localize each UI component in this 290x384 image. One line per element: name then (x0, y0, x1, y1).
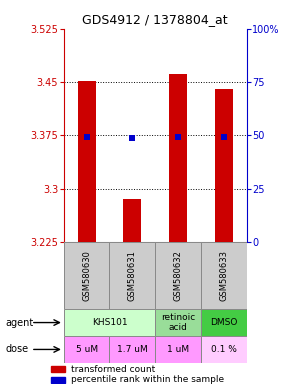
Text: GSM580633: GSM580633 (219, 250, 228, 301)
Bar (155, 242, 201, 309)
Bar (51, 366, 65, 372)
Bar (64, 336, 110, 363)
Bar (155, 309, 201, 336)
Bar (77, 81, 96, 242)
Bar (169, 74, 187, 242)
Bar (201, 242, 246, 309)
Bar (201, 336, 246, 363)
Text: 1.7 uM: 1.7 uM (117, 345, 148, 354)
Bar (51, 377, 65, 383)
Text: DMSO: DMSO (210, 318, 237, 327)
Bar (110, 242, 155, 309)
Text: percentile rank within the sample: percentile rank within the sample (71, 375, 224, 384)
Text: GSM580632: GSM580632 (173, 250, 182, 301)
Bar (155, 336, 201, 363)
Bar (64, 309, 155, 336)
Text: GSM580631: GSM580631 (128, 250, 137, 301)
Bar (64, 242, 110, 309)
Text: transformed count: transformed count (71, 365, 155, 374)
Bar (123, 199, 142, 242)
Title: GDS4912 / 1378804_at: GDS4912 / 1378804_at (82, 13, 228, 26)
Text: dose: dose (6, 344, 29, 354)
Bar (201, 309, 246, 336)
Text: 5 uM: 5 uM (76, 345, 98, 354)
Text: GSM580630: GSM580630 (82, 250, 91, 301)
Bar (215, 89, 233, 242)
Text: agent: agent (6, 318, 34, 328)
Text: 1 uM: 1 uM (167, 345, 189, 354)
Text: retinoic
acid: retinoic acid (161, 313, 195, 332)
Text: KHS101: KHS101 (92, 318, 127, 327)
Bar (110, 336, 155, 363)
Text: 0.1 %: 0.1 % (211, 345, 237, 354)
